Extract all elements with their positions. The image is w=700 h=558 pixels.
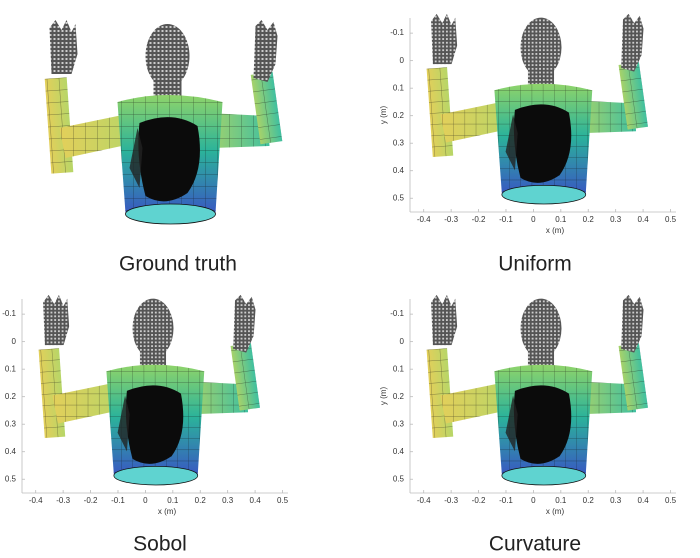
y-tick-label: 0.4 bbox=[393, 447, 405, 456]
x-tick-label: -0.2 bbox=[472, 496, 486, 505]
y-tick-label: 0.3 bbox=[393, 138, 405, 147]
x-tick-label: -0.3 bbox=[444, 215, 458, 224]
y-axis-label: y (m) bbox=[379, 387, 388, 406]
render-uniform bbox=[426, 13, 649, 205]
y-tick-label: -0.1 bbox=[2, 309, 16, 318]
x-tick-label: 0.3 bbox=[610, 496, 622, 505]
x-tick-label: 0.4 bbox=[250, 496, 262, 505]
y-tick-label: 0.5 bbox=[393, 474, 405, 483]
x-tick-label: 0.1 bbox=[167, 496, 179, 505]
x-tick-label: 0.1 bbox=[555, 496, 567, 505]
y-tick-label: 0.1 bbox=[5, 364, 17, 373]
x-tick-label: -0.1 bbox=[499, 215, 513, 224]
y-tick-label: 0.2 bbox=[5, 392, 17, 401]
x-tick-label: 0.5 bbox=[665, 215, 677, 224]
x-axis-label: x (m) bbox=[158, 507, 177, 516]
y-tick-label: 0.3 bbox=[393, 419, 405, 428]
y-tick-label: 0.5 bbox=[5, 474, 17, 483]
y-tick-label: 0.2 bbox=[393, 111, 405, 120]
x-tick-label: -0.3 bbox=[444, 496, 458, 505]
caption: Ground truth bbox=[119, 253, 237, 276]
x-tick-label: 0 bbox=[531, 496, 536, 505]
x-tick-label: -0.4 bbox=[29, 496, 43, 505]
x-tick-label: 0 bbox=[143, 496, 148, 505]
y-tick-label: 0.3 bbox=[5, 419, 17, 428]
x-tick-label: 0 bbox=[531, 215, 536, 224]
caption: Sobol bbox=[133, 533, 187, 556]
y-tick-label: 0 bbox=[400, 337, 405, 346]
render-ground-truth bbox=[44, 19, 283, 225]
x-tick-label: 0.4 bbox=[638, 496, 650, 505]
x-tick-label: -0.2 bbox=[472, 215, 486, 224]
y-tick-label: 0.4 bbox=[393, 166, 405, 175]
y-tick-label: 0.2 bbox=[393, 392, 405, 401]
x-tick-label: 0.3 bbox=[222, 496, 234, 505]
y-tick-label: 0 bbox=[400, 56, 405, 65]
x-axis-label: x (m) bbox=[546, 507, 565, 516]
y-tick-label: 0.1 bbox=[393, 83, 405, 92]
caption: Curvature bbox=[489, 533, 581, 556]
x-tick-label: 0.5 bbox=[665, 496, 677, 505]
caption: Uniform bbox=[498, 253, 572, 276]
y-tick-label: 0.4 bbox=[5, 447, 17, 456]
y-tick-label: -0.1 bbox=[390, 309, 404, 318]
x-tick-label: 0.4 bbox=[638, 215, 650, 224]
x-tick-label: 0.2 bbox=[195, 496, 207, 505]
x-tick-label: -0.1 bbox=[499, 496, 513, 505]
x-tick-label: 0.2 bbox=[583, 215, 595, 224]
x-tick-label: -0.4 bbox=[417, 496, 431, 505]
y-tick-label: 0 bbox=[12, 337, 17, 346]
x-tick-label: -0.3 bbox=[56, 496, 70, 505]
render-sobol bbox=[38, 294, 261, 486]
x-tick-label: 0.1 bbox=[555, 215, 567, 224]
x-tick-label: 0.3 bbox=[610, 215, 622, 224]
x-tick-label: 0.2 bbox=[583, 496, 595, 505]
y-axis-label: y (m) bbox=[379, 106, 388, 125]
y-tick-label: 0.5 bbox=[393, 193, 405, 202]
x-axis-label: x (m) bbox=[546, 226, 565, 235]
x-tick-label: 0.5 bbox=[277, 496, 289, 505]
render-curvature bbox=[426, 294, 649, 486]
x-tick-label: -0.4 bbox=[417, 215, 431, 224]
x-tick-label: -0.2 bbox=[84, 496, 98, 505]
y-tick-label: 0.1 bbox=[393, 364, 405, 373]
y-tick-label: -0.1 bbox=[390, 28, 404, 37]
x-tick-label: -0.1 bbox=[111, 496, 125, 505]
